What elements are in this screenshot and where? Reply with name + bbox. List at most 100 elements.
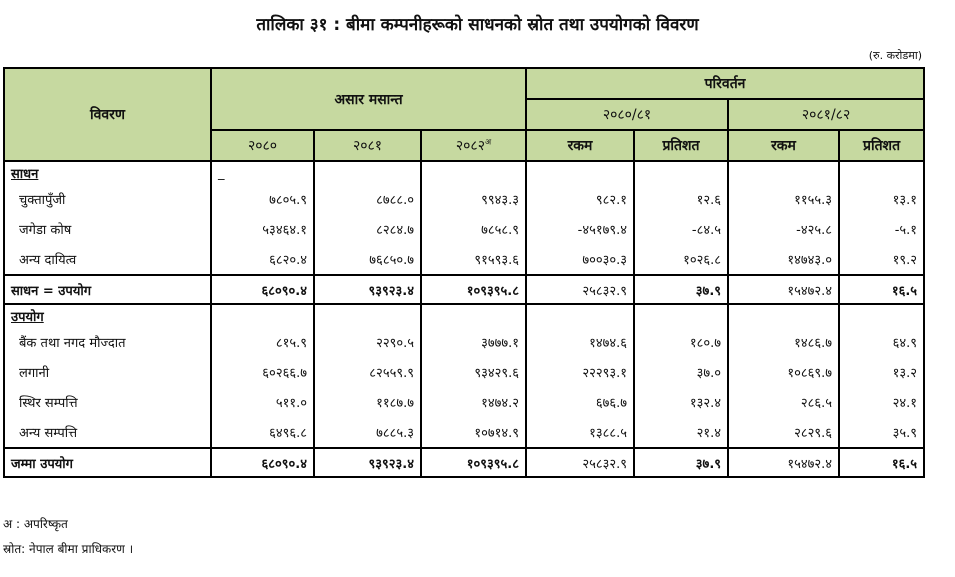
value-cell: ८७८८.० [313,184,422,214]
value-cell: ११८७.७ [313,387,422,417]
row-label: लगानी [3,357,212,387]
value-cell: ३७७७.१ [419,327,528,357]
empty-cell [838,161,926,184]
value-cell: १४७४.६ [525,327,636,357]
value-cell: १३.२ [838,357,926,387]
provisional-marker: अ [485,137,492,147]
row-label: बैंक तथा नगद मौज्दात [3,327,212,357]
value-cell: -४५१७९.४ [525,214,636,244]
empty-cell [838,304,926,327]
value-cell: ३५.९ [838,417,926,448]
empty-cell [313,304,422,327]
empty-cell [313,161,422,184]
header-year-end: असार मसान्त [209,67,528,131]
header-year-2082: २०८२अ [419,129,528,162]
value-cell: ७६८५०.७ [313,244,422,275]
header-year-2080: २०८० [210,129,315,162]
total-value: १५४७२.४ [727,447,841,478]
data-table: विवरण असार मसान्त परिवर्तन २०८०/८१ २०८१/… [3,67,926,478]
value-cell: ९३४२९.६ [419,357,528,387]
empty-cell [727,161,841,184]
value-cell: १०२६.८ [633,244,730,275]
header-year-2081: २०८१ [313,129,422,162]
header-period-2: २०८१/८२ [727,98,926,131]
value-cell: १४७४.२ [419,387,528,417]
value-cell: १०७१४.९ [419,417,528,448]
table-row: लगानी ६०२६६.७ ८२५५९.९ ९३४२९.६ २२२९३.१ ३७.० १०८… [3,357,926,387]
value-cell: ६४९६.८ [210,417,315,448]
total-row: साधन = उपयोग ६८०९०.४ ९३९२३.४ १०९३९५.८ २५८३२.… [3,274,926,305]
value-cell: -५.१ [838,214,926,244]
empty-cell [419,161,528,184]
value-cell: १३८८.५ [525,417,636,448]
value-cell: ९९४३.३ [419,184,528,214]
header-percent-1: प्रतिशत [633,129,730,162]
value-cell: १४७४३.० [727,244,841,275]
header-particulars: विवरण [3,67,212,162]
value-cell: ७००३०.३ [525,244,636,275]
value-cell: ६८२०.४ [210,244,315,275]
footnote: अ : अपरिष्कृत [3,517,68,531]
empty-cell [525,161,636,184]
value-cell: ८२८४.७ [313,214,422,244]
value-cell: १९.२ [838,244,926,275]
value-cell: ५३४६४.१ [210,214,315,244]
value-cell: १२.६ [633,184,730,214]
section-heading-row: साधन _ [3,161,926,184]
section-heading-row: उपयोग [3,304,926,327]
total-label: जम्मा उपयोग [3,447,212,478]
unit-label: (रु. करोडमा) [868,49,922,62]
value-cell: -४२५.८ [727,214,841,244]
value-cell: १८०.७ [633,327,730,357]
header-change: परिवर्तन [525,67,926,100]
total-value: १०९३९५.८ [419,274,528,305]
total-value: ३७.९ [633,447,730,478]
value-cell: २८६.५ [727,387,841,417]
table-row: स्थिर सम्पत्ति ५११.० ११८७.७ १४७४.२ ६७६.७ १३२.… [3,387,926,417]
value-cell: १४८६.७ [727,327,841,357]
row-label: चुक्तापुँजी [3,184,212,214]
value-cell: २१.४ [633,417,730,448]
total-value: १६.५ [838,447,926,478]
header-percent-2: प्रतिशत [838,129,926,162]
source-note: स्रोत: नेपाल बीमा प्राधिकरण । [3,542,134,556]
total-value: १५४७२.४ [727,274,841,305]
total-value: ९३९२३.४ [313,447,422,478]
value-cell: १३२.४ [633,387,730,417]
table-title: तालिका ३१ : बीमा कम्पनीहरूको साधनको स्रो… [256,15,699,35]
table-row: जगेडा कोष ५३४६४.१ ८२८४.७ ७८५८.९ -४५१७९.४ -८४.… [3,214,926,244]
value-cell: १३.१ [838,184,926,214]
value-cell: ६०२६६.७ [210,357,315,387]
value-cell: ६४.९ [838,327,926,357]
empty-cell [633,304,730,327]
value-cell: ८१५.९ [210,327,315,357]
empty-cell [210,304,315,327]
total-value: ६८०९०.४ [210,447,315,478]
table-row: अन्य सम्पत्ति ६४९६.८ ७८८५.३ १०७१४.९ १३८८.५ २१… [3,417,926,448]
table-row: बैंक तथा नगद मौज्दात ८१५.९ २२९०.५ ३७७७.१ १४७… [3,327,926,357]
value-cell: १०८६९.७ [727,357,841,387]
empty-cell [633,161,730,184]
section-heading: उपयोग [3,304,212,327]
value-cell: ८२५५९.९ [313,357,422,387]
total-value: ९३९२३.४ [313,274,422,305]
marker: _ [210,161,315,184]
empty-cell [525,304,636,327]
value-cell: ५११.० [210,387,315,417]
row-label: स्थिर सम्पत्ति [3,387,212,417]
value-cell: २८२९.६ [727,417,841,448]
header-amount-2: रकम [727,129,841,162]
total-value: ३७.९ [633,274,730,305]
header-period-1: २०८०/८१ [525,98,730,131]
table-row: चुक्तापुँजी ७८०५.९ ८७८८.० ९९४३.३ ९८२.१ १२.६ ११… [3,184,926,214]
value-cell: ६७६.७ [525,387,636,417]
total-value: ६८०९०.४ [210,274,315,305]
table-row: अन्य दायित्व ६८२०.४ ७६८५०.७ ९१५९३.६ ७००३०.३ १… [3,244,926,275]
value-cell: ३७.० [633,357,730,387]
value-cell: ११५५.३ [727,184,841,214]
total-value: १६.५ [838,274,926,305]
total-row: जम्मा उपयोग ६८०९०.४ ९३९२३.४ १०९३९५.८ २५८३२.९… [3,447,926,478]
value-cell: ७८८५.३ [313,417,422,448]
value-cell: २२९०.५ [313,327,422,357]
value-cell: -८४.५ [633,214,730,244]
